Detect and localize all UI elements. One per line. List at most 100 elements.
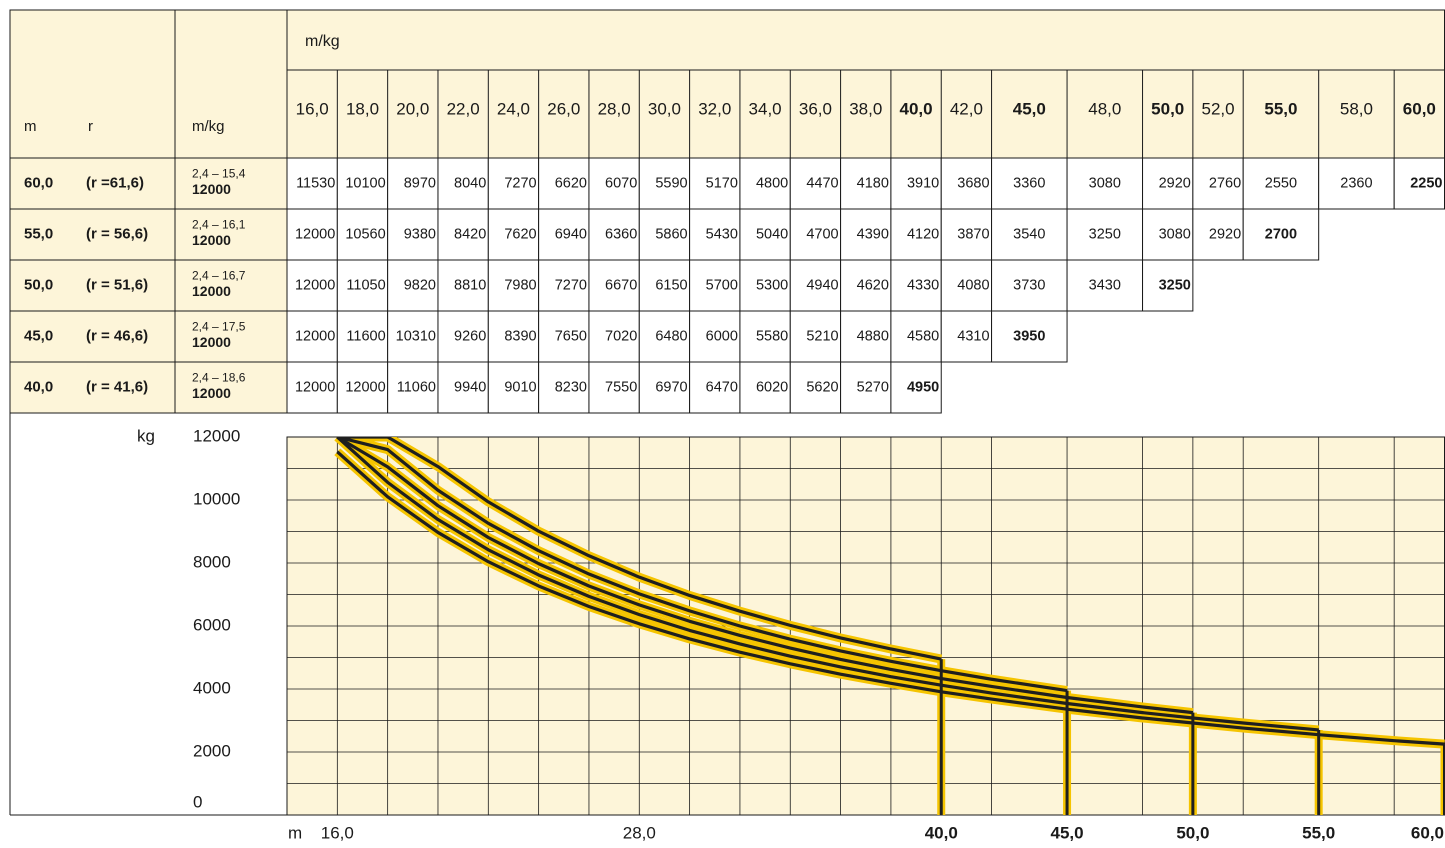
value-cell xyxy=(739,157,791,210)
value-cell xyxy=(739,310,791,363)
row-range: 2,4 – 15,4 xyxy=(192,167,246,181)
row-max: 12000 xyxy=(192,334,231,350)
value-cell xyxy=(890,259,942,312)
y-tick-label: 12000 xyxy=(193,426,240,445)
x-axis-label: m xyxy=(288,823,302,842)
corner-m: m xyxy=(24,118,37,135)
value-cell xyxy=(1066,259,1144,312)
x-tick-label: 40,0 xyxy=(925,823,958,842)
value-cell-text: 4330 xyxy=(907,277,939,293)
value-cell-text: 3360 xyxy=(1013,175,1045,191)
radius-header: 20,0 xyxy=(396,99,429,118)
value-cell-text: 5700 xyxy=(706,277,738,293)
value-cell xyxy=(487,157,540,210)
value-cell xyxy=(437,157,489,210)
row-jib: 55,0 xyxy=(24,225,53,242)
value-cell-text: 9820 xyxy=(404,277,436,293)
value-cell-text: 9010 xyxy=(504,379,536,395)
value-cell xyxy=(387,259,439,312)
row-max: 12000 xyxy=(192,181,231,197)
radius-header: 28,0 xyxy=(598,99,631,118)
value-cell-text: 2920 xyxy=(1159,175,1191,191)
value-cell xyxy=(638,361,691,414)
corner-unit: m/kg xyxy=(192,118,225,135)
row-label-cell xyxy=(9,157,176,210)
value-cell xyxy=(1318,157,1395,210)
value-cell-text: 7980 xyxy=(504,277,536,293)
value-cell xyxy=(588,361,640,414)
value-cell xyxy=(739,259,791,312)
value-cell xyxy=(890,361,942,414)
radius-header: 32,0 xyxy=(698,99,731,118)
row-jib: 60,0 xyxy=(24,174,53,191)
value-cell xyxy=(437,259,489,312)
radius-header: 58,0 xyxy=(1340,99,1373,118)
value-cell xyxy=(840,310,892,363)
value-cell xyxy=(890,157,942,210)
y-tick-label: 0 xyxy=(193,792,202,811)
value-cell-text: 8390 xyxy=(504,328,536,344)
row-label-cell xyxy=(9,361,176,414)
value-cell-text: 3540 xyxy=(1013,226,1045,242)
value-cell xyxy=(487,259,540,312)
value-cell-text: 6000 xyxy=(706,328,738,344)
group-header: m/kg xyxy=(305,33,340,50)
value-cell xyxy=(1066,208,1144,261)
radius-header: 38,0 xyxy=(849,99,882,118)
value-cell-text: 5210 xyxy=(806,328,838,344)
radius-header: 40,0 xyxy=(900,99,933,118)
value-cell-text: 2760 xyxy=(1209,175,1241,191)
value-cell xyxy=(638,259,691,312)
value-cell-text: 9260 xyxy=(454,328,486,344)
y-tick-label: 6000 xyxy=(193,615,231,634)
value-cell-text: 4180 xyxy=(857,175,889,191)
value-cell-text: 5430 xyxy=(706,226,738,242)
value-cell-text: 6150 xyxy=(655,277,687,293)
value-cell-text: 2700 xyxy=(1265,226,1297,242)
value-cell-text: 10310 xyxy=(396,328,436,344)
row-range: 2,4 – 17,5 xyxy=(192,320,246,334)
row-radius: (r = 41,6) xyxy=(86,378,148,395)
value-cell-text: 7020 xyxy=(605,328,637,344)
value-cell xyxy=(286,259,338,312)
value-cell xyxy=(638,310,691,363)
value-cell-text: 6470 xyxy=(706,379,738,395)
value-cell xyxy=(1393,157,1445,210)
value-cell-text: 9380 xyxy=(404,226,436,242)
value-cell-text: 11600 xyxy=(346,328,385,344)
radius-header: 55,0 xyxy=(1264,99,1297,118)
value-cell-text: 12000 xyxy=(295,277,335,293)
value-cell-text: 6020 xyxy=(756,379,788,395)
value-cell-text: 4120 xyxy=(907,226,939,242)
value-cell xyxy=(840,259,892,312)
value-cell xyxy=(991,310,1068,363)
value-cell-text: 4620 xyxy=(857,277,889,293)
row-range-cell xyxy=(174,361,288,414)
value-cell-text: 5040 xyxy=(756,226,788,242)
value-cell-text: 10100 xyxy=(345,175,385,191)
row-range: 2,4 – 18,6 xyxy=(192,371,246,385)
value-cell xyxy=(1242,208,1320,261)
value-cell xyxy=(286,361,338,414)
value-cell-text: 7620 xyxy=(504,226,536,242)
value-cell xyxy=(689,259,741,312)
value-cell-text: 2360 xyxy=(1340,175,1372,191)
y-tick-label: 10000 xyxy=(193,489,240,508)
value-cell-text: 3870 xyxy=(957,226,989,242)
value-cell-text: 4880 xyxy=(857,328,889,344)
value-cell-text: 6360 xyxy=(605,226,637,242)
value-cell-text: 4470 xyxy=(806,175,838,191)
value-cell-text: 8810 xyxy=(454,277,486,293)
value-cell xyxy=(588,259,640,312)
value-cell-text: 7650 xyxy=(555,328,587,344)
radius-header: 26,0 xyxy=(547,99,580,118)
value-cell xyxy=(689,310,741,363)
y-tick-label: 2000 xyxy=(193,741,231,760)
value-cell-text: 7270 xyxy=(555,277,587,293)
value-cell-text: 6070 xyxy=(605,175,637,191)
value-cell xyxy=(840,157,892,210)
value-cell-text: 11050 xyxy=(346,277,385,293)
value-cell xyxy=(336,361,389,414)
value-cell-text: 8970 xyxy=(404,175,436,191)
value-cell-text: 4080 xyxy=(957,277,989,293)
